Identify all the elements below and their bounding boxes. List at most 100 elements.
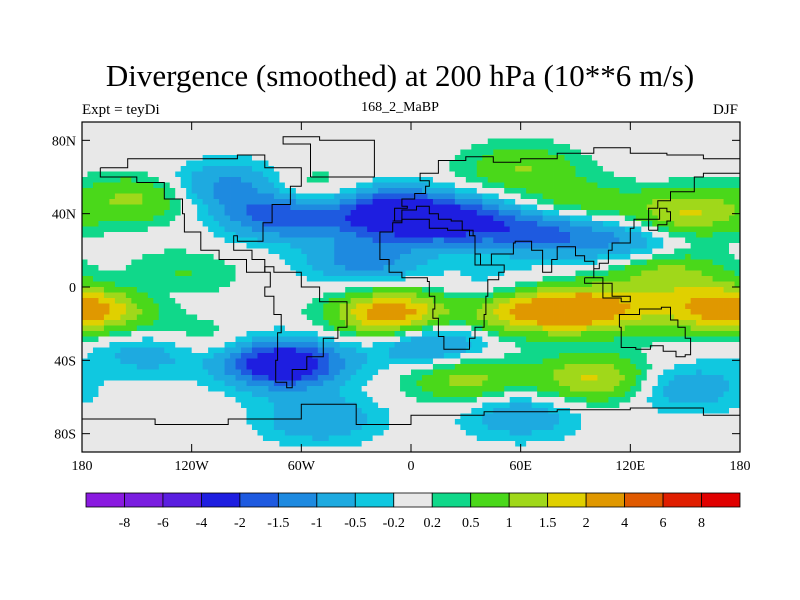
field-cell <box>602 309 609 315</box>
field-cell <box>367 199 374 205</box>
field-cell <box>114 243 121 249</box>
field-cell <box>608 171 615 178</box>
field-cell <box>657 298 664 304</box>
field-cell <box>142 314 149 321</box>
field-cell <box>723 314 730 321</box>
field-cell <box>147 254 154 260</box>
field-cell <box>317 215 324 222</box>
field-cell <box>241 314 247 321</box>
field-cell <box>421 325 428 332</box>
field-cell <box>427 243 434 249</box>
field-cell <box>608 287 615 293</box>
field-cell <box>295 138 302 145</box>
field-cell <box>613 160 620 167</box>
field-cell <box>92 259 99 266</box>
field-cell <box>400 292 406 299</box>
field-cell <box>416 276 423 282</box>
field-cell <box>273 265 280 271</box>
field-cell <box>723 171 730 178</box>
field-cell <box>125 298 132 304</box>
field-cell <box>131 182 138 189</box>
field-cell <box>520 270 527 277</box>
field-cell <box>389 182 395 189</box>
field-cell <box>158 254 165 260</box>
field-cell <box>591 303 598 310</box>
field-cell <box>630 270 637 277</box>
field-cell <box>476 325 483 332</box>
field-cell <box>575 237 582 244</box>
field-cell <box>613 226 620 233</box>
field-cell <box>449 342 456 348</box>
field-cell <box>624 298 631 304</box>
field-cell <box>224 171 231 178</box>
field-cell <box>668 237 675 244</box>
field-cell <box>405 155 412 161</box>
field-cell <box>246 342 253 348</box>
field-cell <box>537 232 543 238</box>
field-cell <box>82 309 88 315</box>
field-cell <box>635 171 642 178</box>
field-cell <box>663 287 670 293</box>
field-cell <box>136 215 143 222</box>
field-cell <box>114 287 121 293</box>
field-cell <box>498 287 505 293</box>
field-cell <box>586 199 593 205</box>
field-cell <box>723 281 730 288</box>
field-cell <box>92 232 99 238</box>
field-cell <box>323 149 330 156</box>
field-cell <box>356 292 363 299</box>
field-cell <box>619 215 626 222</box>
field-cell <box>597 259 604 266</box>
field-cell <box>454 155 461 161</box>
field-cell <box>734 226 741 233</box>
field-cell <box>345 155 352 161</box>
field-cell <box>142 155 149 161</box>
field-cell <box>652 177 659 183</box>
field-cell <box>389 287 395 293</box>
field-cell <box>498 303 505 310</box>
field-cell <box>674 177 681 183</box>
field-cell <box>394 309 401 315</box>
field-cell <box>257 199 264 205</box>
field-cell <box>257 127 264 134</box>
field-cell <box>383 265 390 271</box>
field-cell <box>334 325 341 332</box>
field-cell <box>164 166 171 172</box>
field-cell <box>142 127 149 134</box>
field-cell <box>718 232 724 238</box>
field-cell <box>476 270 483 277</box>
field-cell <box>241 265 247 271</box>
field-cell <box>443 149 450 156</box>
field-cell <box>630 215 637 222</box>
field-cell <box>356 188 363 194</box>
field-cell <box>729 237 735 244</box>
field-cell <box>169 243 176 249</box>
field-cell <box>92 210 99 216</box>
field-cell <box>230 342 236 348</box>
field-cell <box>186 221 193 227</box>
field-cell <box>82 265 88 271</box>
field-cell <box>580 320 587 326</box>
field-cell <box>103 270 110 277</box>
field-cell <box>641 303 648 310</box>
field-cell <box>465 138 472 145</box>
field-cell <box>553 122 560 128</box>
field-cell <box>120 182 127 189</box>
field-cell <box>339 248 346 255</box>
field-cell <box>679 149 686 156</box>
field-cell <box>125 265 132 271</box>
field-cell <box>531 166 538 172</box>
field-cell <box>153 133 160 139</box>
field-cell <box>290 336 297 343</box>
field-cell <box>334 122 341 128</box>
field-cell <box>734 204 741 211</box>
field-cell <box>114 226 121 233</box>
field-cell <box>153 276 160 282</box>
field-cell <box>591 314 598 321</box>
field-cell <box>394 193 401 200</box>
field-cell <box>197 193 204 200</box>
field-cell <box>224 155 231 161</box>
field-cell <box>498 122 505 128</box>
field-cell <box>498 204 505 211</box>
field-cell <box>378 182 384 189</box>
